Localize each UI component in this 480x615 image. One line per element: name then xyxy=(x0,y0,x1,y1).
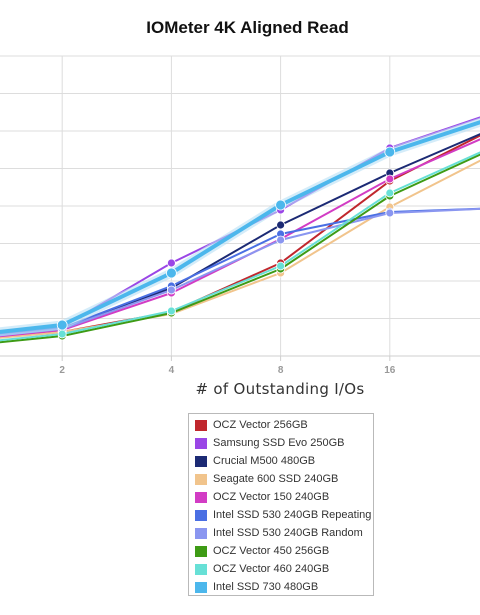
chart-legend: OCZ Vector 256GB Samsung SSD Evo 250GB Cru… xyxy=(188,413,374,596)
legend-item: Crucial M500 480GB xyxy=(189,452,373,470)
x-axis-label: # of Outstanding I/Os xyxy=(195,380,365,398)
line-chart: 2 4 8 16 xyxy=(0,55,480,376)
data-point xyxy=(57,329,67,339)
data-point xyxy=(166,285,176,295)
legend-swatch xyxy=(195,581,207,593)
series-line-glow xyxy=(0,117,480,337)
legend-swatch xyxy=(195,419,207,431)
chart-axes xyxy=(0,355,480,361)
data-point xyxy=(276,235,286,245)
legend-item: Intel SSD 530 240GB Repeating xyxy=(189,506,373,524)
series-line xyxy=(0,151,480,342)
legend-label: Intel SSD 730 480GB xyxy=(213,581,319,593)
data-point xyxy=(56,319,68,331)
legend-label: Crucial M500 480GB xyxy=(213,455,316,467)
legend-item: OCZ Vector 256GB xyxy=(189,416,373,434)
series-line xyxy=(0,153,480,344)
legend-label: Intel SSD 530 240GB Random xyxy=(213,527,363,539)
data-point xyxy=(165,267,177,279)
legend-swatch xyxy=(195,455,207,467)
legend-label: OCZ Vector 450 256GB xyxy=(213,545,330,557)
legend-item: OCZ Vector 450 256GB xyxy=(189,542,373,560)
legend-label: Seagate 600 SSD 240GB xyxy=(213,473,339,485)
legend-swatch xyxy=(195,563,207,575)
legend-item: OCZ Vector 150 240GB xyxy=(189,488,373,506)
legend-label: OCZ Vector 460 240GB xyxy=(213,563,330,575)
data-point xyxy=(276,220,286,230)
x-tick-labels: 2 4 8 16 xyxy=(59,365,395,376)
series-line xyxy=(0,159,480,339)
series-line xyxy=(0,138,480,338)
legend-swatch xyxy=(195,545,207,557)
legend-swatch xyxy=(195,527,207,539)
legend-item: Intel SSD 730 480GB xyxy=(189,578,373,596)
series-lines xyxy=(0,116,480,344)
legend-item: Samsung SSD Evo 250GB xyxy=(189,434,373,452)
legend-item: OCZ Vector 460 240GB xyxy=(189,560,373,578)
legend-item: Seagate 600 SSD 240GB xyxy=(189,470,373,488)
legend-label: Samsung SSD Evo 250GB xyxy=(213,437,345,449)
legend-item: Intel SSD 530 240GB Random xyxy=(189,524,373,542)
data-point xyxy=(275,199,287,211)
data-point xyxy=(166,258,176,268)
data-point xyxy=(385,188,395,198)
legend-swatch xyxy=(195,509,207,521)
data-point xyxy=(385,174,395,184)
legend-swatch xyxy=(195,473,207,485)
series-line xyxy=(0,120,480,334)
legend-swatch xyxy=(195,491,207,503)
series-points xyxy=(56,143,396,341)
x-tick-label: 16 xyxy=(384,365,396,376)
x-tick-label: 8 xyxy=(278,365,284,376)
chart-grid xyxy=(0,55,480,357)
data-point xyxy=(276,261,286,271)
x-tick-label: 2 xyxy=(59,365,65,376)
x-tick-label: 4 xyxy=(169,365,175,376)
legend-label: OCZ Vector 256GB xyxy=(213,419,308,431)
data-point xyxy=(384,146,396,158)
data-point xyxy=(166,306,176,316)
legend-swatch xyxy=(195,437,207,449)
chart-title: IOMeter 4K Aligned Read xyxy=(146,18,349,37)
data-point xyxy=(385,208,395,218)
legend-label: Intel SSD 530 240GB Repeating xyxy=(213,509,372,521)
legend-label: OCZ Vector 150 240GB xyxy=(213,491,330,503)
